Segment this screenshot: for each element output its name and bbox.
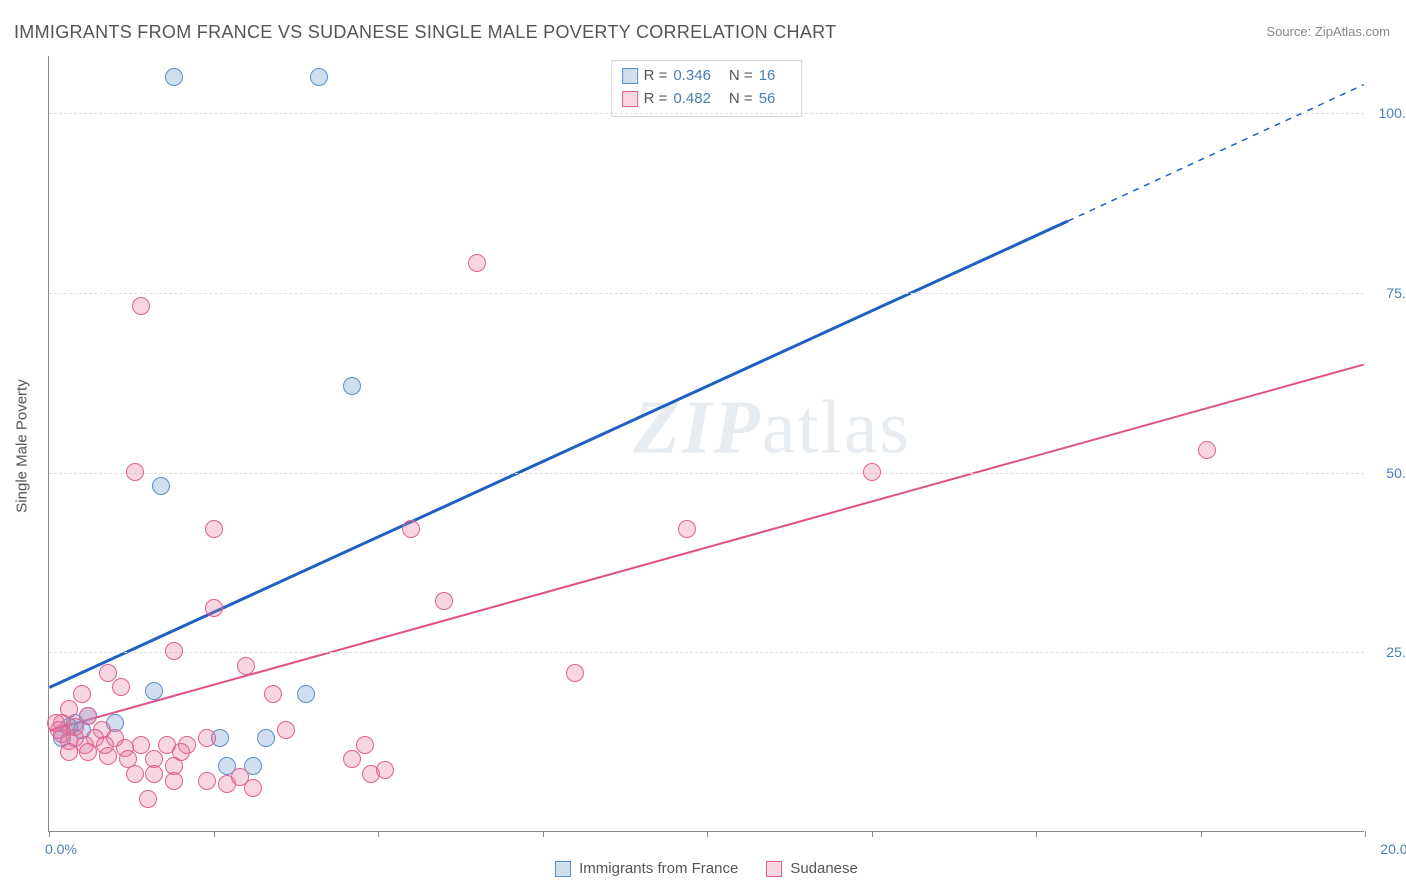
data-point — [165, 68, 183, 86]
watermark-rest: atlas — [762, 386, 911, 470]
swatch-france — [622, 68, 638, 84]
correlation-legend: R = 0.346 N = 16 R = 0.482 N = 56 — [611, 60, 803, 117]
data-point — [126, 765, 144, 783]
swatch-sudanese — [622, 91, 638, 107]
data-point — [863, 463, 881, 481]
x-tick — [1365, 831, 1366, 837]
plot-area: ZIPatlas R = 0.346 N = 16 R = 0.482 N = … — [48, 56, 1364, 832]
legend-item-sudanese: Sudanese — [766, 860, 858, 877]
r-label: R = — [644, 88, 668, 111]
y-tick-label: 100.0% — [1379, 105, 1406, 121]
trend-lines-layer — [49, 56, 1364, 831]
data-point — [152, 477, 170, 495]
x-tick — [1201, 831, 1202, 837]
data-point — [132, 297, 150, 315]
data-point — [60, 743, 78, 761]
data-point — [678, 520, 696, 538]
data-point — [79, 743, 97, 761]
r-value-sudanese: 0.482 — [673, 88, 711, 111]
data-point — [264, 685, 282, 703]
data-point — [165, 757, 183, 775]
source-citation: Source: ZipAtlas.com — [1266, 24, 1390, 39]
data-point — [468, 254, 486, 272]
y-axis-title: Single Male Poverty — [14, 379, 31, 512]
data-point — [237, 657, 255, 675]
legend-row-france: R = 0.346 N = 16 — [622, 65, 788, 88]
data-point — [435, 592, 453, 610]
data-point — [356, 736, 374, 754]
data-point — [244, 779, 262, 797]
legend-label-france: Immigrants from France — [579, 860, 738, 877]
gridline — [49, 652, 1364, 653]
y-tick-label: 25.0% — [1386, 644, 1406, 660]
r-value-france: 0.346 — [673, 65, 711, 88]
watermark-bold: ZIP — [633, 386, 761, 470]
data-point — [343, 750, 361, 768]
data-point — [73, 685, 91, 703]
data-point — [566, 664, 584, 682]
data-point — [257, 729, 275, 747]
data-point — [402, 520, 420, 538]
legend-item-france: Immigrants from France — [555, 860, 738, 877]
chart-container: IMMIGRANTS FROM FRANCE VS SUDANESE SINGL… — [0, 0, 1406, 892]
data-point — [376, 761, 394, 779]
data-point — [205, 599, 223, 617]
data-point — [145, 765, 163, 783]
data-point — [198, 772, 216, 790]
x-tick-label: 0.0% — [45, 841, 77, 857]
gridline — [49, 113, 1364, 114]
n-label: N = — [729, 88, 753, 111]
legend-label-sudanese: Sudanese — [790, 860, 858, 877]
r-label: R = — [644, 65, 668, 88]
data-point — [343, 377, 361, 395]
data-point — [165, 642, 183, 660]
data-point — [297, 685, 315, 703]
n-value-france: 16 — [759, 65, 776, 88]
data-point — [99, 664, 117, 682]
series-legend: Immigrants from France Sudanese — [49, 860, 1364, 877]
data-point — [145, 682, 163, 700]
data-point — [139, 790, 157, 808]
gridline — [49, 293, 1364, 294]
n-value-sudanese: 56 — [759, 88, 776, 111]
data-point — [112, 678, 130, 696]
data-point — [132, 736, 150, 754]
x-tick — [214, 831, 215, 837]
y-tick-label: 75.0% — [1386, 285, 1406, 301]
data-point — [47, 714, 65, 732]
watermark-logo: ZIPatlas — [633, 385, 911, 472]
x-tick-label: 20.0% — [1380, 841, 1406, 857]
legend-row-sudanese: R = 0.482 N = 56 — [622, 88, 788, 111]
swatch-sudanese-icon — [766, 861, 782, 877]
swatch-france-icon — [555, 861, 571, 877]
gridline — [49, 473, 1364, 474]
y-tick-label: 50.0% — [1386, 465, 1406, 481]
data-point — [310, 68, 328, 86]
data-point — [126, 463, 144, 481]
x-tick — [707, 831, 708, 837]
data-point — [1198, 441, 1216, 459]
chart-title: IMMIGRANTS FROM FRANCE VS SUDANESE SINGL… — [14, 22, 836, 43]
n-label: N = — [729, 65, 753, 88]
x-tick — [872, 831, 873, 837]
data-point — [205, 520, 223, 538]
x-tick — [543, 831, 544, 837]
x-tick — [1036, 831, 1037, 837]
data-point — [99, 747, 117, 765]
x-tick — [378, 831, 379, 837]
data-point — [277, 721, 295, 739]
x-tick — [49, 831, 50, 837]
data-point — [198, 729, 216, 747]
